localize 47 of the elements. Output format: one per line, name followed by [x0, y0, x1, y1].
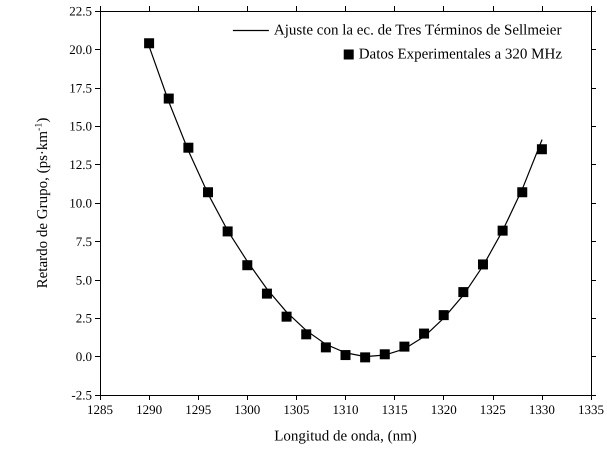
y-tick-label: 12.5	[69, 157, 92, 172]
point	[262, 288, 272, 299]
point	[340, 350, 350, 360]
x-tick-label: 1305	[283, 402, 310, 417]
point	[478, 259, 488, 270]
y-tick-label: 15.0	[69, 118, 92, 134]
point	[419, 328, 430, 339]
legend-label: Datos Experimentales a 320 MHz	[358, 46, 562, 62]
point	[183, 142, 194, 153]
x-tick-label: 1310	[332, 402, 358, 417]
y-axis-title: Retardo de Grupo, (ps·km-1)	[34, 118, 51, 288]
point	[320, 342, 331, 352]
legend-label: Ajuste con la ec. de Tres Términos de Sellmeier	[274, 22, 562, 38]
point	[360, 352, 370, 362]
x-tick-label: 1315	[382, 402, 408, 417]
point	[380, 349, 390, 360]
x-tick-label: 1320	[430, 402, 457, 417]
point	[536, 144, 547, 154]
point	[144, 38, 154, 48]
point	[164, 94, 174, 104]
y-tick-label: -2.5	[71, 388, 92, 402]
point	[301, 329, 312, 340]
point	[399, 342, 410, 352]
x-tick-label: 1285	[87, 402, 113, 417]
point	[242, 260, 252, 270]
point	[222, 226, 233, 236]
point	[203, 187, 214, 198]
y-tick-label: 10.0	[69, 196, 92, 210]
x-tick-label: 1330	[528, 402, 555, 417]
y-tick-label: 0.0	[76, 349, 92, 364]
x-axis-title: Longitud de onda, (nm)	[274, 428, 417, 444]
point	[458, 287, 468, 298]
x-tick-label: 1300	[234, 402, 260, 417]
point	[438, 310, 449, 320]
x-tick-label: 1325	[480, 402, 506, 417]
y-tick-label: 17.5	[69, 80, 92, 96]
y-tick-label: 22.5	[69, 4, 92, 18]
y-tick-label: 7.5	[76, 234, 92, 249]
point	[282, 312, 292, 322]
x-tick-label: 1295	[185, 402, 212, 417]
x-tick-label: 1290	[136, 402, 162, 417]
y-tick-label: 20.0	[69, 42, 92, 57]
y-tick-label: 5.0	[76, 272, 92, 288]
point	[517, 187, 528, 198]
x-tick-label: 1335	[578, 402, 604, 417]
point	[498, 226, 508, 236]
y-tick-label: 2.5	[76, 310, 92, 326]
